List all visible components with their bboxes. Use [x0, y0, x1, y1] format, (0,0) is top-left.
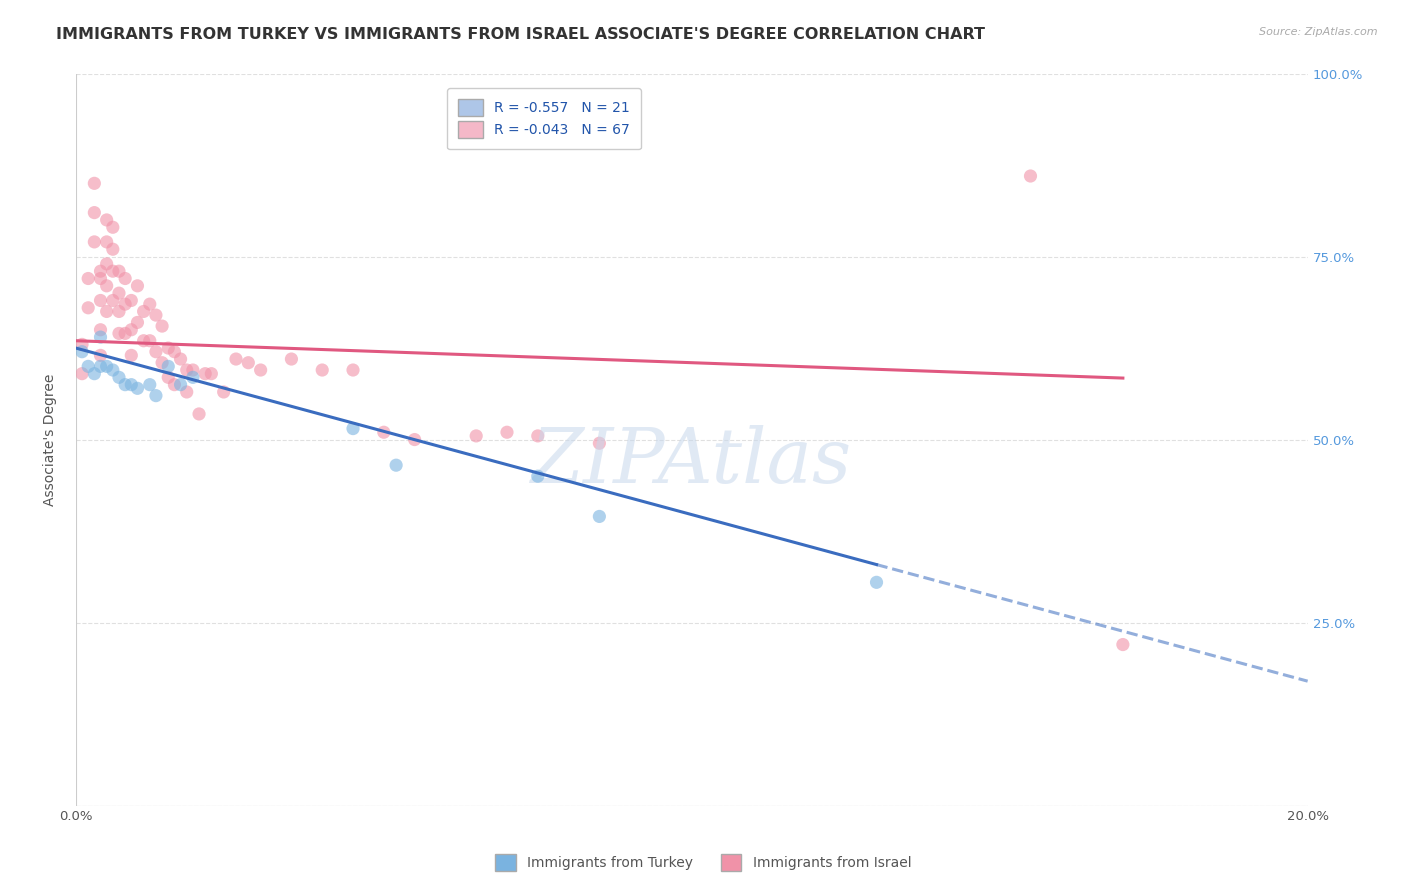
- Point: [145, 389, 167, 403]
- Point: [588, 436, 610, 450]
- Point: [200, 367, 222, 381]
- Point: [120, 293, 142, 308]
- Point: [77, 359, 100, 374]
- Point: [496, 425, 519, 440]
- Legend: Immigrants from Turkey, Immigrants from Israel: Immigrants from Turkey, Immigrants from …: [489, 848, 917, 876]
- Point: [96, 359, 118, 374]
- Point: [96, 278, 118, 293]
- Point: [249, 363, 271, 377]
- Point: [163, 344, 186, 359]
- Point: [120, 348, 142, 362]
- Point: [96, 213, 118, 227]
- Point: [150, 319, 173, 334]
- Point: [108, 286, 131, 301]
- Point: [114, 326, 136, 341]
- Point: [114, 377, 136, 392]
- Point: [181, 370, 204, 384]
- Point: [157, 341, 180, 355]
- Point: [70, 367, 93, 381]
- Point: [120, 377, 142, 392]
- Point: [70, 344, 93, 359]
- Point: [169, 377, 191, 392]
- Point: [865, 575, 887, 590]
- Point: [373, 425, 395, 440]
- Point: [108, 304, 131, 318]
- Point: [70, 337, 93, 351]
- Point: [311, 363, 333, 377]
- Point: [280, 352, 302, 367]
- Point: [89, 293, 111, 308]
- Point: [114, 271, 136, 285]
- Point: [77, 271, 100, 285]
- Point: [132, 304, 155, 318]
- Point: [89, 348, 111, 362]
- Point: [83, 177, 105, 191]
- Point: [181, 363, 204, 377]
- Point: [108, 264, 131, 278]
- Point: [212, 384, 235, 399]
- Point: [89, 271, 111, 285]
- Point: [108, 326, 131, 341]
- Point: [342, 421, 364, 435]
- Point: [1019, 169, 1042, 183]
- Point: [150, 356, 173, 370]
- Point: [157, 359, 180, 374]
- Point: [108, 370, 131, 384]
- Point: [526, 469, 548, 483]
- Point: [89, 264, 111, 278]
- Point: [465, 429, 488, 443]
- Point: [89, 330, 111, 344]
- Point: [176, 384, 198, 399]
- Point: [145, 308, 167, 322]
- Point: [139, 297, 162, 311]
- Point: [96, 257, 118, 271]
- Point: [526, 429, 548, 443]
- Point: [225, 352, 247, 367]
- Point: [101, 363, 124, 377]
- Point: [238, 356, 260, 370]
- Point: [169, 352, 191, 367]
- Point: [83, 235, 105, 249]
- Text: ZIPAtlas: ZIPAtlas: [531, 425, 852, 499]
- Point: [101, 293, 124, 308]
- Point: [127, 381, 149, 395]
- Point: [404, 433, 426, 447]
- Point: [89, 323, 111, 337]
- Point: [342, 363, 364, 377]
- Point: [101, 220, 124, 235]
- Point: [188, 407, 211, 421]
- Point: [114, 297, 136, 311]
- Point: [83, 367, 105, 381]
- Point: [120, 323, 142, 337]
- Legend: R = -0.557   N = 21, R = -0.043   N = 67: R = -0.557 N = 21, R = -0.043 N = 67: [447, 87, 641, 150]
- Point: [139, 377, 162, 392]
- Point: [194, 367, 217, 381]
- Point: [1112, 638, 1135, 652]
- Point: [139, 334, 162, 348]
- Point: [89, 359, 111, 374]
- Point: [588, 509, 610, 524]
- Point: [83, 205, 105, 219]
- Point: [77, 301, 100, 315]
- Y-axis label: Associate's Degree: Associate's Degree: [44, 374, 58, 506]
- Point: [145, 344, 167, 359]
- Point: [157, 370, 180, 384]
- Point: [132, 334, 155, 348]
- Point: [96, 235, 118, 249]
- Point: [127, 278, 149, 293]
- Point: [176, 363, 198, 377]
- Point: [385, 458, 408, 473]
- Point: [101, 242, 124, 256]
- Point: [127, 315, 149, 329]
- Point: [96, 304, 118, 318]
- Point: [101, 264, 124, 278]
- Point: [163, 377, 186, 392]
- Text: IMMIGRANTS FROM TURKEY VS IMMIGRANTS FROM ISRAEL ASSOCIATE'S DEGREE CORRELATION : IMMIGRANTS FROM TURKEY VS IMMIGRANTS FRO…: [56, 27, 986, 42]
- Text: Source: ZipAtlas.com: Source: ZipAtlas.com: [1260, 27, 1378, 37]
